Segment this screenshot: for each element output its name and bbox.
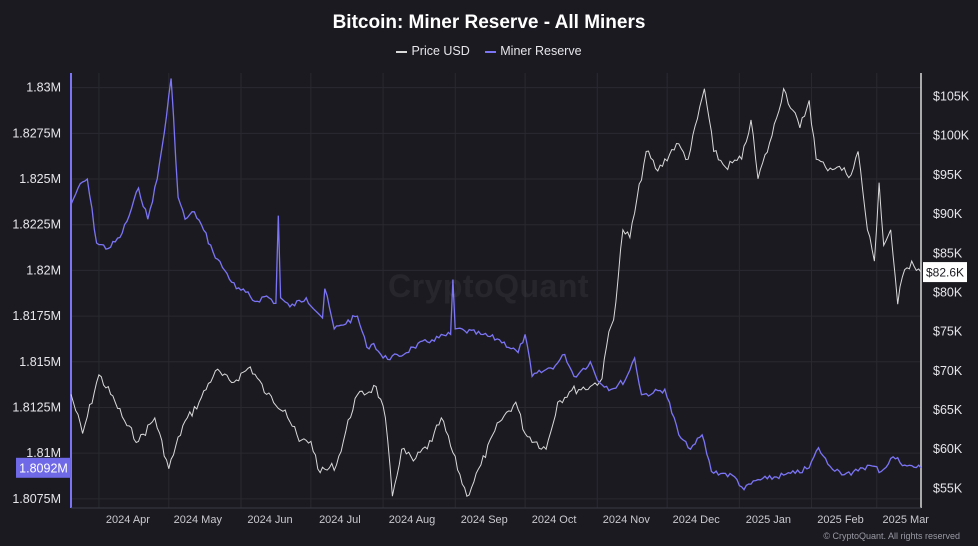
x-tick-label: 2024 Oct: [532, 514, 577, 526]
series-line-miner-reserve: [70, 78, 922, 491]
x-tick-label: 2025 Mar: [883, 514, 930, 526]
x-tick-label: 2024 May: [174, 514, 223, 526]
x-tick-label: 2024 Jul: [319, 514, 361, 526]
copyright-notice: © CryptoQuant. All rights reserved: [823, 531, 960, 541]
legend-item-price[interactable]: Price USD: [396, 44, 470, 58]
y-left-tick-label: 1.8125M: [12, 400, 61, 414]
legend: Price USD Miner Reserve: [0, 44, 978, 58]
legend-swatch-price: [396, 50, 408, 53]
y-left-tick-label: 1.8175M: [12, 309, 61, 323]
y-right-tick-label: $80K: [933, 285, 963, 299]
y-left-tick-label: 1.82M: [26, 263, 61, 277]
y-right-tick-label: $90K: [933, 207, 963, 221]
chart-title: Bitcoin: Miner Reserve - All Miners: [332, 12, 646, 33]
right-current-value-label: $82.6K: [926, 266, 964, 280]
x-tick-label: 2025 Feb: [817, 514, 863, 526]
legend-item-miner-reserve[interactable]: Miner Reserve: [485, 44, 582, 58]
legend-swatch-reserve: [485, 50, 497, 53]
left-current-value-box: [16, 457, 71, 478]
watermark: CryptoQuant: [388, 268, 590, 304]
x-tick-label: 2024 Sep: [461, 514, 508, 526]
y-left-tick-label: 1.81M: [26, 446, 61, 460]
y-right-tick-label: $55K: [933, 481, 963, 495]
series-layer: [70, 78, 922, 497]
y-left-tick-label: 1.83M: [26, 81, 61, 95]
y-left-tick-label: 1.8275M: [12, 126, 61, 140]
y-right-tick-label: $95K: [933, 168, 963, 182]
y-right-tick-label: $100K: [933, 129, 970, 143]
series-line-price-usd: [70, 87, 922, 497]
y-left-tick-label: 1.815M: [19, 355, 61, 369]
x-tick-label: 2024 Jun: [247, 514, 292, 526]
y-right-tick-label: $70K: [933, 364, 963, 378]
y-right-tick-label: $85K: [933, 246, 963, 260]
y-right-tick-label: $75K: [933, 325, 963, 339]
tick-labels: 1.83M1.8275M1.825M1.8225M1.82M1.8175M1.8…: [12, 81, 969, 526]
y-left-tick-label: 1.825M: [19, 172, 61, 186]
x-tick-label: 2025 Jan: [746, 514, 791, 526]
x-tick-label: 2024 Aug: [389, 514, 436, 526]
legend-label-reserve: Miner Reserve: [500, 44, 582, 58]
left-current-value-label: 1.8092M: [19, 461, 68, 475]
legend-label-price: Price USD: [411, 44, 470, 58]
x-tick-label: 2024 Nov: [603, 514, 651, 526]
y-right-tick-label: $60K: [933, 442, 963, 456]
y-right-tick-label: $105K: [933, 90, 970, 104]
x-tick-label: 2024 Apr: [106, 514, 150, 526]
y-left-tick-label: 1.8225M: [12, 218, 61, 232]
x-tick-label: 2024 Dec: [673, 514, 721, 526]
y-left-tick-label: 1.8075M: [12, 492, 61, 506]
current-value-markers: 1.8092M $82.6K: [16, 262, 967, 478]
right-current-value-box: [923, 262, 967, 283]
y-right-tick-label: $65K: [933, 403, 963, 417]
